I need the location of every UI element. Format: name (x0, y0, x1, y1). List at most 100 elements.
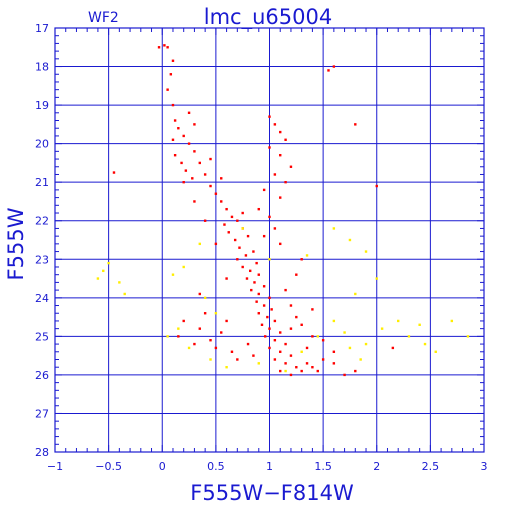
data-point (300, 258, 303, 261)
data-point (284, 362, 287, 365)
data-point (295, 315, 298, 319)
x-tick-label: −0.5 (95, 460, 122, 473)
data-point (273, 339, 277, 342)
data-point (273, 319, 277, 323)
data-point (279, 154, 282, 157)
y-tick-label: 18 (35, 61, 49, 74)
data-point (198, 292, 201, 296)
data-point (230, 215, 234, 219)
x-axis-label: F555W−F814W (190, 481, 354, 505)
data-point (171, 59, 175, 62)
data-point (300, 369, 303, 373)
data-point (214, 192, 218, 195)
data-point (171, 273, 175, 276)
data-point (214, 346, 218, 350)
data-point (102, 269, 105, 273)
data-point (182, 265, 185, 269)
data-point (177, 127, 180, 130)
x-tick-label: 1.5 (314, 460, 332, 473)
data-point (305, 362, 309, 365)
data-point (193, 123, 196, 126)
data-point (273, 227, 277, 230)
data-point (343, 331, 346, 334)
data-point (182, 180, 185, 184)
data-point (193, 150, 196, 153)
data-point (289, 354, 293, 357)
x-tick-label: 0.5 (207, 460, 225, 473)
data-point (397, 319, 400, 323)
data-point (257, 292, 260, 296)
data-point (225, 207, 228, 211)
data-point (244, 254, 248, 257)
data-point (187, 142, 191, 145)
data-point (289, 165, 293, 168)
data-point (198, 327, 201, 330)
data-point (316, 335, 319, 338)
data-point (332, 362, 336, 365)
data-point (255, 261, 258, 265)
x-tick-label: 3 (481, 460, 488, 473)
data-point (434, 350, 437, 353)
data-point (166, 88, 169, 91)
data-point (332, 227, 336, 230)
data-point (245, 277, 249, 280)
data-point (250, 288, 253, 292)
data-point (332, 65, 336, 68)
data-point (203, 312, 207, 315)
data-point (284, 138, 287, 141)
data-point (262, 304, 266, 307)
data-point (359, 358, 362, 361)
data-point (284, 180, 287, 184)
data-point (96, 277, 100, 280)
data-point (252, 354, 255, 357)
x-tick-label: −1 (47, 460, 63, 473)
y-tick-label: 25 (35, 330, 49, 343)
data-point (173, 154, 177, 157)
data-point (311, 335, 314, 338)
data-point (198, 161, 201, 165)
data-point (241, 211, 244, 215)
data-point (198, 242, 201, 246)
data-point (209, 184, 212, 188)
data-point (407, 335, 411, 338)
data-point (348, 346, 352, 350)
data-point (214, 312, 218, 315)
data-point (354, 292, 357, 296)
chart-title: lmc_u65004 (204, 5, 332, 30)
data-point (177, 327, 180, 330)
data-point (203, 296, 207, 300)
data-point (225, 277, 228, 280)
data-point (253, 281, 256, 284)
data-point (380, 327, 384, 330)
data-point (354, 123, 357, 126)
data-point (273, 123, 277, 126)
data-point (246, 342, 250, 346)
x-tick-label: 2.5 (422, 460, 440, 473)
data-point (257, 362, 260, 365)
data-point (180, 161, 183, 165)
data-point (220, 331, 223, 334)
data-point (241, 227, 244, 230)
data-point (450, 319, 454, 323)
data-point (466, 335, 470, 338)
data-point (268, 296, 271, 300)
data-point (300, 350, 303, 353)
y-tick-label: 24 (35, 292, 49, 305)
data-point (418, 323, 421, 326)
data-point (279, 130, 282, 134)
data-point (262, 285, 266, 288)
data-point (266, 315, 269, 319)
data-point (220, 177, 223, 180)
data-point (289, 327, 293, 330)
y-tick-label: 17 (35, 22, 49, 35)
data-point (332, 350, 336, 353)
data-point (230, 350, 234, 353)
data-point (182, 134, 185, 138)
data-point (375, 277, 378, 280)
data-point (295, 273, 298, 276)
data-point (248, 269, 252, 273)
data-point (289, 304, 293, 307)
tick-marks (54, 27, 485, 453)
data-point (268, 346, 271, 350)
